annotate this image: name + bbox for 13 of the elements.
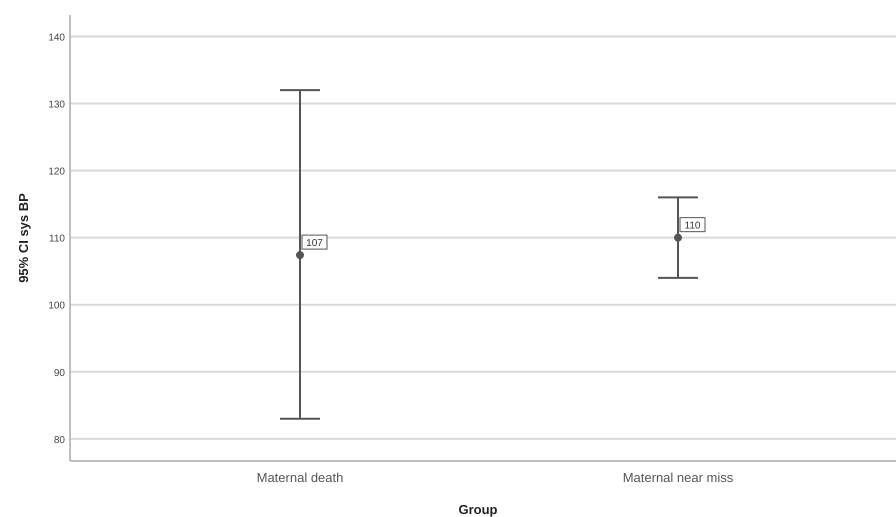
y-tick-label: 100 [48, 300, 66, 312]
x-tick-label: Maternal death [256, 470, 344, 485]
data-label: 110 [684, 220, 701, 232]
data-label: 107 [306, 238, 324, 250]
y-axis-title: 95% CI sys BP [16, 192, 31, 283]
x-axis-title: Group [458, 502, 498, 517]
y-tick-label: 80 [54, 434, 66, 446]
y-tick-label: 110 [49, 234, 66, 245]
x-tick-label: Maternal near miss [622, 470, 734, 485]
y-tick-label: 120 [48, 166, 66, 178]
y-tick-label: 90 [54, 368, 66, 379]
y-tick-label: 130 [48, 100, 66, 111]
y-tick-label: 140 [48, 32, 66, 44]
